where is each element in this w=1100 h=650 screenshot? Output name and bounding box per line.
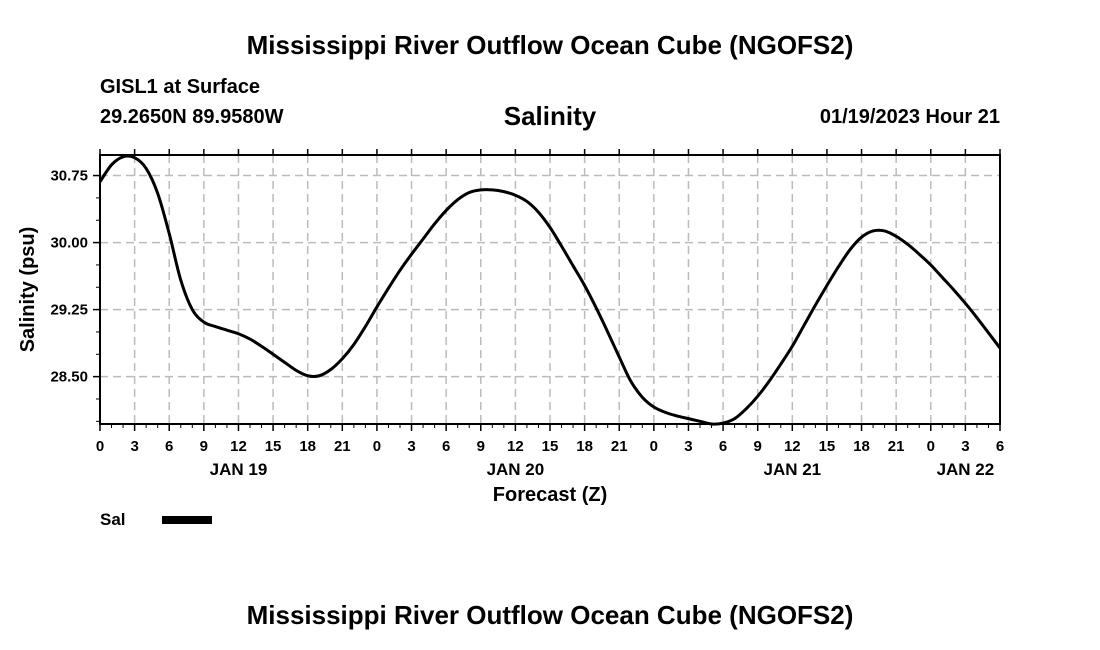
x-tick-label: 3 <box>684 438 692 455</box>
x-tick-label: 9 <box>200 438 208 455</box>
station-coordinates: 29.2650N 89.9580W <box>100 106 284 128</box>
y-tick-labels: 28.50 29.25 30.00 30.75 <box>50 168 88 386</box>
date-label: JAN 22 <box>937 460 995 479</box>
variable-title: Salinity <box>503 101 597 131</box>
x-tick-label: 21 <box>334 438 351 455</box>
x-tick-label: 15 <box>542 438 559 455</box>
x-tick-label: 6 <box>719 438 727 455</box>
y-tick-label: 30.75 <box>50 168 88 185</box>
x-tick-label: 21 <box>611 438 628 455</box>
x-tick-label: 3 <box>130 438 138 455</box>
legend-label: Sal <box>100 510 126 529</box>
date-labels: JAN 19 JAN 20 JAN 21 JAN 22 <box>210 460 995 479</box>
grid-lines <box>100 155 1000 424</box>
x-tick-label: 0 <box>373 438 381 455</box>
x-tick-label: 0 <box>96 438 104 455</box>
date-label: JAN 20 <box>487 460 545 479</box>
x-tick-label: 6 <box>165 438 173 455</box>
x-tick-label: 15 <box>819 438 836 455</box>
x-tick-label: 3 <box>961 438 969 455</box>
x-tick-label: 6 <box>996 438 1004 455</box>
y-tick-label: 30.00 <box>50 235 88 252</box>
y-tick-label: 29.25 <box>50 302 88 319</box>
axis-ticks <box>93 149 1001 431</box>
x-tick-label: 0 <box>927 438 935 455</box>
footer-title: Mississippi River Outflow Ocean Cube (NG… <box>246 600 854 630</box>
x-tick-label: 18 <box>299 438 316 455</box>
station-label: GISL1 at Surface <box>100 76 261 98</box>
x-tick-label: 12 <box>230 438 247 455</box>
x-tick-label: 9 <box>754 438 762 455</box>
x-tick-label: 12 <box>784 438 801 455</box>
y-tick-label: 28.50 <box>50 369 88 386</box>
x-tick-label: 18 <box>853 438 870 455</box>
x-tick-label: 0 <box>650 438 658 455</box>
x-tick-label: 15 <box>265 438 282 455</box>
date-label: JAN 19 <box>210 460 268 479</box>
x-tick-labels: 0 3 6 9 12 15 18 21 0 3 6 9 12 15 18 21 0 3 6 9 12 15 18 21 0 3 6 <box>96 438 1004 455</box>
x-tick-label: 21 <box>888 438 905 455</box>
plot-frame <box>99 154 1001 425</box>
x-tick-label: 18 <box>576 438 593 455</box>
chart-title: Mississippi River Outflow Ocean Cube (NG… <box>246 30 854 60</box>
legend-swatch <box>162 516 212 524</box>
forecast-timestamp: 01/19/2023 Hour 21 <box>819 106 1000 128</box>
x-tick-label: 12 <box>507 438 524 455</box>
x-axis-label: Forecast (Z) <box>493 484 607 506</box>
y-axis-label: Salinity (psu) <box>17 227 39 353</box>
x-tick-label: 6 <box>442 438 450 455</box>
x-tick-label: 3 <box>407 438 415 455</box>
date-label: JAN 21 <box>763 460 821 479</box>
salinity-line <box>98 154 1002 426</box>
x-tick-label: 9 <box>477 438 485 455</box>
